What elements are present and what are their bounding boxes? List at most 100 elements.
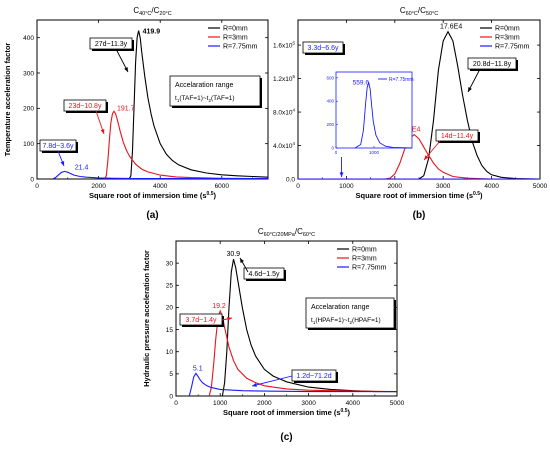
y-tick-label: 8.0x104	[273, 107, 296, 116]
panel-label-c: (c)	[280, 432, 292, 443]
series-line-r775mm	[188, 372, 397, 396]
x-tick-label: 0	[35, 183, 39, 190]
note-formula-part: (TAF=1)~t	[179, 95, 208, 102]
peak-label-r0: 30.9	[226, 251, 240, 258]
range-label-r775-box	[291, 369, 337, 382]
range-arrow-r0-head	[468, 87, 472, 92]
y-axis-label: Hydraulic pressure acceleration factor	[142, 250, 151, 387]
note-formula-part: (HPAF=1)	[352, 317, 381, 324]
y-tick-base: 1.2x10	[273, 76, 293, 83]
y-tick-label: 30	[166, 260, 174, 267]
range-label-r3-box	[179, 313, 223, 326]
note-title: Accelaration range	[175, 82, 233, 89]
note-subscript: 1	[313, 320, 316, 325]
range-arrow-r775-head	[60, 161, 65, 166]
series-line-r775mm	[52, 170, 268, 179]
series-line-r3mm	[385, 133, 540, 179]
range-arrow-r775	[251, 375, 293, 387]
y-tick-label: 5	[169, 371, 173, 378]
x-axis-label-text: Square root of immersion time (s	[89, 191, 207, 200]
y-tick-label: 10	[166, 349, 174, 356]
range-label-r3: 23d~10.8y	[69, 103, 102, 110]
x-tick-label: 1000	[339, 183, 354, 190]
inset-y-tick-label: 600	[326, 75, 334, 80]
note-formula: t1(TAF=1)~t2(TAF=1)	[175, 95, 235, 103]
inset-peak-label: 559.6	[353, 80, 370, 87]
x-tick-label: 5000	[390, 400, 405, 407]
y-tick-label: 300	[23, 70, 34, 77]
legend-entry: R=7.75mm	[495, 44, 530, 51]
x-axis-label: Square root of immersion time (s0.5)	[223, 408, 350, 417]
x-tick-label: 2000	[257, 400, 272, 407]
y-tick-label: 200	[23, 106, 34, 113]
title-subscript: 50°C	[426, 11, 438, 17]
inset-x-tick-label: 0	[335, 150, 338, 155]
chart-title: C40°C/C20°C	[133, 6, 171, 17]
title-subscript: 60°C	[406, 11, 418, 17]
note-title: Accelaration range	[311, 304, 369, 311]
x-tick-label: 4000	[153, 183, 168, 190]
note-box	[305, 297, 395, 329]
range-label-r0: 20.8d~11.8y	[473, 61, 512, 68]
x-axis-label-superscript: 0.5	[341, 408, 348, 414]
note-subscript: 2	[208, 98, 211, 103]
range-label-r0: 4.6d~1.5y	[249, 271, 280, 278]
range-label-r3-box	[63, 99, 107, 112]
x-tick-label: 6000	[215, 183, 230, 190]
title-mid: /C	[295, 227, 303, 236]
y-tick-label: 1.2x105	[273, 74, 296, 83]
y-tick-label: 20	[166, 305, 174, 312]
range-label-r0: 27d~11.3y	[95, 41, 128, 48]
note-formula-part: t	[175, 95, 177, 102]
inset-x-tick-label: 1000	[369, 150, 380, 155]
y-tick-label: 0	[169, 393, 173, 400]
legend-entry: R=0mm	[352, 247, 377, 254]
y-tick-label: 0	[30, 176, 34, 183]
y-tick-base: 4.0x10	[273, 143, 293, 150]
range-label-r0-box	[243, 267, 285, 280]
x-tick-label: 3000	[436, 183, 451, 190]
range-arrow-r0-head	[240, 258, 244, 263]
note-formula-part: (TAF=1)	[211, 95, 235, 102]
x-axis-label-end: )	[480, 191, 483, 200]
range-label-r0-box	[467, 57, 517, 70]
chart-title: C60°C/C50°C	[400, 6, 438, 17]
x-tick-label: 4000	[346, 400, 361, 407]
inset-y-tick-label: 0	[331, 146, 334, 151]
x-axis-label: Square root of immersion time (s0.5)	[89, 191, 216, 200]
range-arrow-r3-head	[424, 155, 429, 160]
range-label-r0-box	[89, 37, 133, 50]
y-tick-label: 4.0x104	[273, 141, 296, 150]
range-arrow-r3-head	[100, 129, 105, 134]
inset-legend-entry: R=7.75mm	[389, 77, 414, 83]
peak-label-r775: 21.4	[75, 164, 89, 171]
chart-panel-a: C40°C/C20°C 0 2000 4000 6000 0 100 200 300 400 Squ…	[3, 6, 269, 200]
note-formula: t1(HPAF=1)~t2(HPAF=1)	[311, 317, 381, 325]
inset-series-line	[354, 80, 413, 149]
y-tick-exponent: 5	[292, 74, 295, 79]
title-subscript: 20°C	[159, 11, 171, 17]
note-formula-part: t	[311, 317, 313, 324]
y-tick-label: 25	[166, 283, 174, 290]
x-tick-label: 1000	[213, 400, 228, 407]
note-formula-part: (HPAF=1)~t	[315, 317, 349, 324]
peak-label-r3: 19.2	[212, 303, 226, 310]
x-axis-label-superscript: 0.5	[473, 191, 480, 197]
range-arrow-r0-head	[124, 67, 128, 72]
y-tick-base: 8.0x10	[273, 109, 293, 116]
x-tick-label: 4000	[484, 183, 499, 190]
title-subscript: 60°C	[303, 232, 315, 238]
y-tick-exponent: 4	[292, 107, 295, 112]
x-tick-label: 5000	[533, 183, 548, 190]
title-mid: /C	[151, 6, 159, 15]
legend-entry: R=0mm	[223, 26, 248, 33]
series-line-r3mm	[104, 110, 268, 179]
x-axis-label-text: Square root of immersion time (s	[223, 408, 341, 417]
y-tick-label: 400	[23, 35, 34, 42]
title-mid: /C	[418, 6, 426, 15]
series-line-r3mm	[208, 309, 397, 396]
legend-entry: R=3mm	[223, 35, 248, 42]
panel-label-a: (a)	[146, 210, 158, 221]
y-tick-exponent: 5	[292, 40, 295, 45]
